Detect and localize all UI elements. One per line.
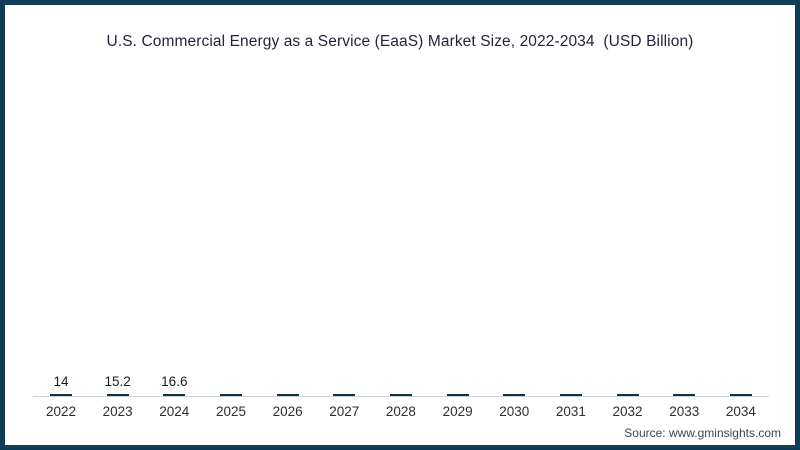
chart-area: 14 15.2 16.6 2022 2023 2024 2025 2026 2027 2028 2… [33,102,769,419]
chart-title: U.S. Commercial Energy as a Service (Eaa… [106,33,694,50]
bar-column [430,394,486,396]
bar-column [713,394,769,396]
bar-column [600,394,656,396]
x-tick-label: 2029 [442,404,473,419]
bar-column [373,394,429,396]
bar-column [486,394,542,396]
bar-column: 15.2 [90,373,146,396]
x-tick-label: 2022 [45,404,77,419]
x-tick-label: 2031 [555,404,586,419]
x-axis-ticks: 2022 2023 2024 2025 2026 2027 2028 2029 2030 2031… [33,404,769,419]
bar-2025 [219,394,242,396]
bar-2031 [559,394,582,396]
bar-value-label: 16.6 [161,373,188,389]
bar-2024 [163,394,186,396]
x-tick-label: 2027 [329,404,360,419]
bar-2023 [106,394,129,396]
bar-value-label: 15.2 [104,373,131,389]
bar-2027 [333,394,356,396]
x-tick-label: 2026 [272,404,303,419]
x-tick-label: 2028 [385,404,416,419]
bar-2034 [729,394,752,396]
bar-column: 14 [33,373,89,396]
bar-column [203,394,259,396]
bar-2022 [50,394,72,396]
bar-column [543,394,599,396]
bar-2028 [389,394,412,396]
bar-column [656,394,712,396]
x-tick-label: 2034 [725,404,756,419]
bar-column: 16.6 [146,373,202,396]
x-tick-label: 2025 [215,404,246,419]
bar-2030 [503,394,526,396]
bar-2032 [616,394,639,396]
x-tick-label: 2024 [159,404,190,419]
bar-column [260,394,316,396]
bar-2029 [446,394,469,396]
bar-2026 [276,394,299,396]
x-tick-label: 2030 [499,404,530,419]
bar-value-label: 14 [53,373,69,389]
source-credit: Source: www.gminsights.com [624,426,781,440]
x-tick-label: 2023 [102,404,133,419]
bar-column [316,394,372,396]
x-tick-label: 2032 [612,404,643,419]
plot-area: 14 15.2 16.6 [33,102,769,397]
bar-2033 [673,394,696,396]
x-tick-label: 2033 [669,404,700,419]
